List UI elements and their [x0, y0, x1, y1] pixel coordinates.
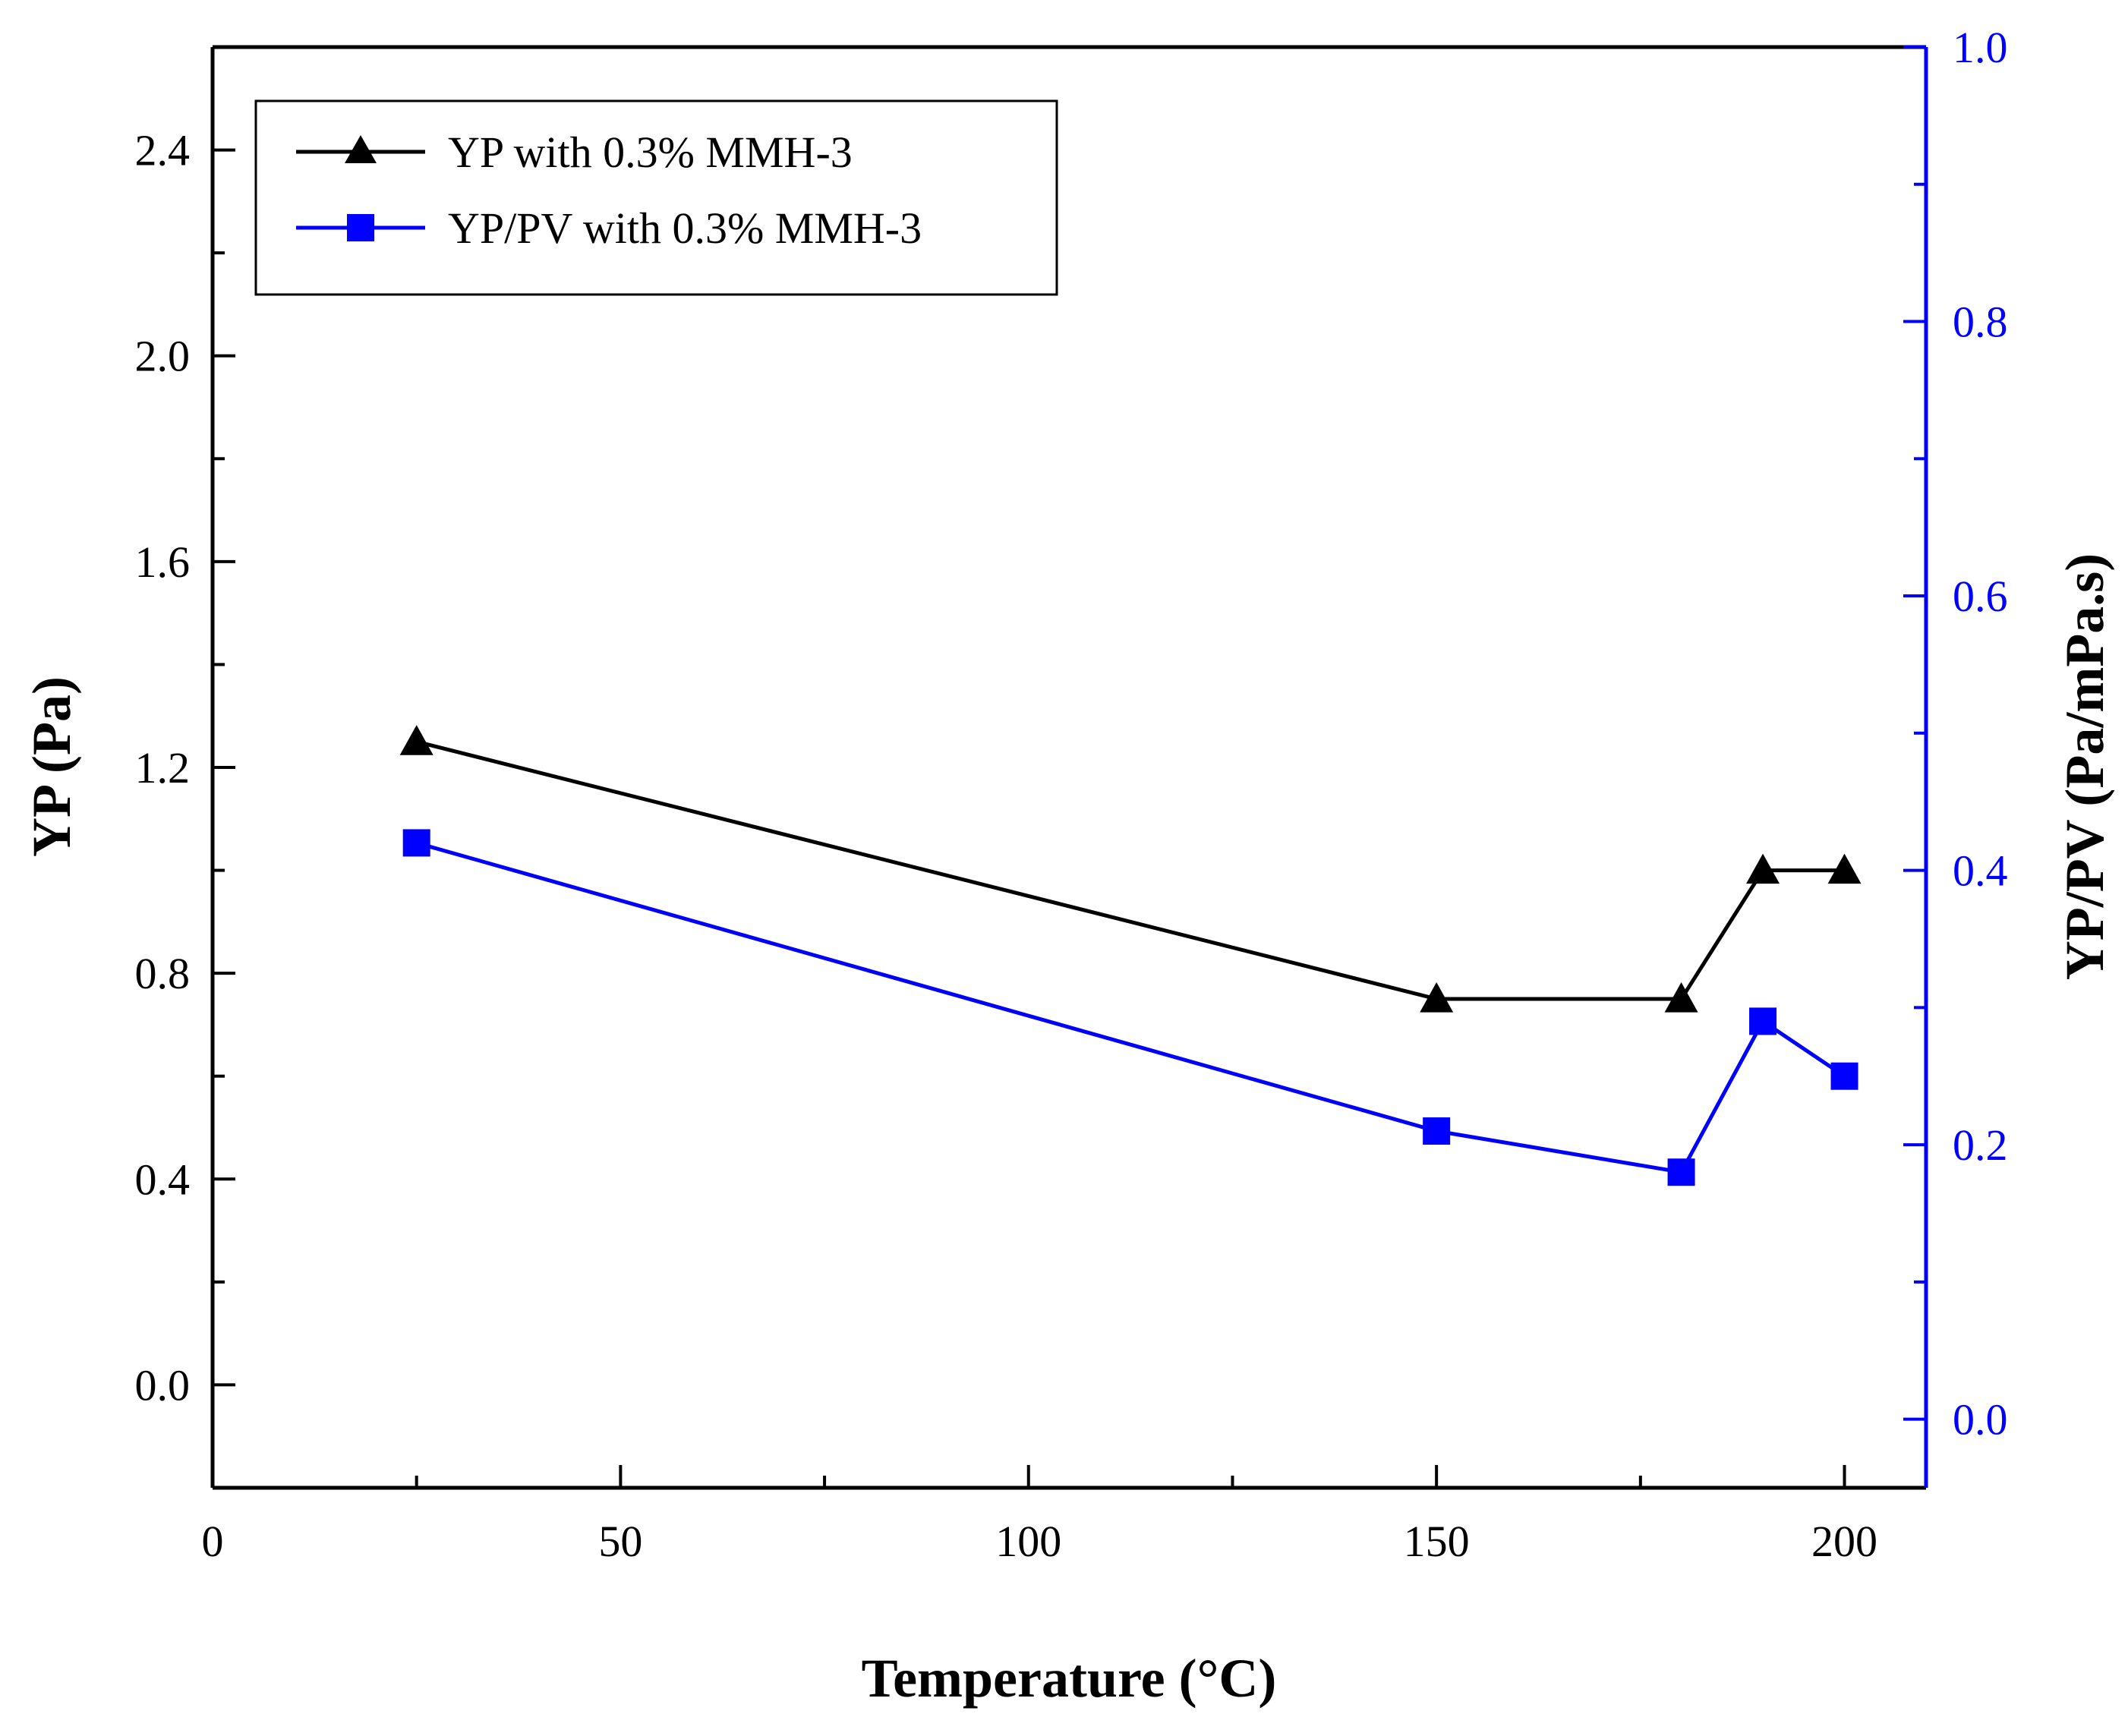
data-point-yp	[1746, 853, 1780, 884]
legend: YP with 0.3% MMH-3 YP/PV with 0.3% MMH-3	[254, 99, 1058, 296]
y-tick-label: 2.4	[135, 126, 191, 175]
x-tick-label: 150	[1404, 1517, 1470, 1566]
data-point-yp-pv	[1667, 1158, 1695, 1186]
data-point-yp	[1420, 982, 1454, 1013]
y-axis-right-ticks: 0.0 0.2 0.4 0.6 0.8 1.0	[1903, 23, 2008, 1445]
y2-tick-label: 0.4	[1953, 846, 2008, 896]
x-tick-label: 50	[598, 1517, 642, 1566]
y2-tick-label: 0.8	[1953, 298, 2008, 347]
data-point-yp-pv	[1830, 1062, 1858, 1090]
data-point-yp	[399, 725, 433, 755]
legend-label-yp: YP with 0.3% MMH-3	[448, 128, 853, 177]
y-tick-label: 0.8	[135, 949, 191, 998]
y-axis-right-title: YP/PV (Pa/mPa.s)	[2054, 553, 2115, 981]
legend-square-marker-icon	[347, 214, 374, 241]
x-tick-label: 200	[1811, 1517, 1877, 1566]
y-tick-label: 0.4	[135, 1155, 191, 1204]
x-tick-label: 0	[202, 1517, 224, 1566]
y2-tick-label: 0.2	[1953, 1120, 2008, 1170]
legend-box	[254, 99, 1058, 296]
data-point-yp-pv	[1423, 1117, 1451, 1145]
legend-triangle-marker-icon	[345, 135, 377, 163]
x-tick-label: 100	[995, 1517, 1061, 1566]
plot-series	[399, 725, 1862, 1186]
y-axis-left-title: YP (Pa)	[21, 676, 82, 857]
y-tick-label: 0.0	[135, 1360, 191, 1410]
y2-tick-label: 1.0	[1953, 23, 2008, 72]
y-tick-label: 1.6	[135, 537, 191, 587]
legend-label-yp-pv: YP/PV with 0.3% MMH-3	[448, 203, 922, 253]
y2-tick-label: 0.0	[1953, 1395, 2008, 1445]
data-point-yp	[1827, 853, 1862, 884]
y-tick-label: 2.0	[135, 332, 191, 381]
data-point-yp	[1664, 982, 1698, 1013]
data-point-yp-pv	[402, 829, 430, 857]
y-axis-left-ticks: 0.0 0.4 0.8 1.2 1.6 2.0 2.4	[135, 46, 235, 1410]
x-axis-title: Temperature (°C)	[862, 1648, 1277, 1709]
y-tick-label: 1.2	[135, 743, 191, 792]
x-axis-ticks: 0 50 100 150 200	[202, 1465, 1877, 1566]
data-point-yp-pv	[1749, 1007, 1777, 1035]
y2-tick-label: 0.6	[1953, 572, 2008, 621]
